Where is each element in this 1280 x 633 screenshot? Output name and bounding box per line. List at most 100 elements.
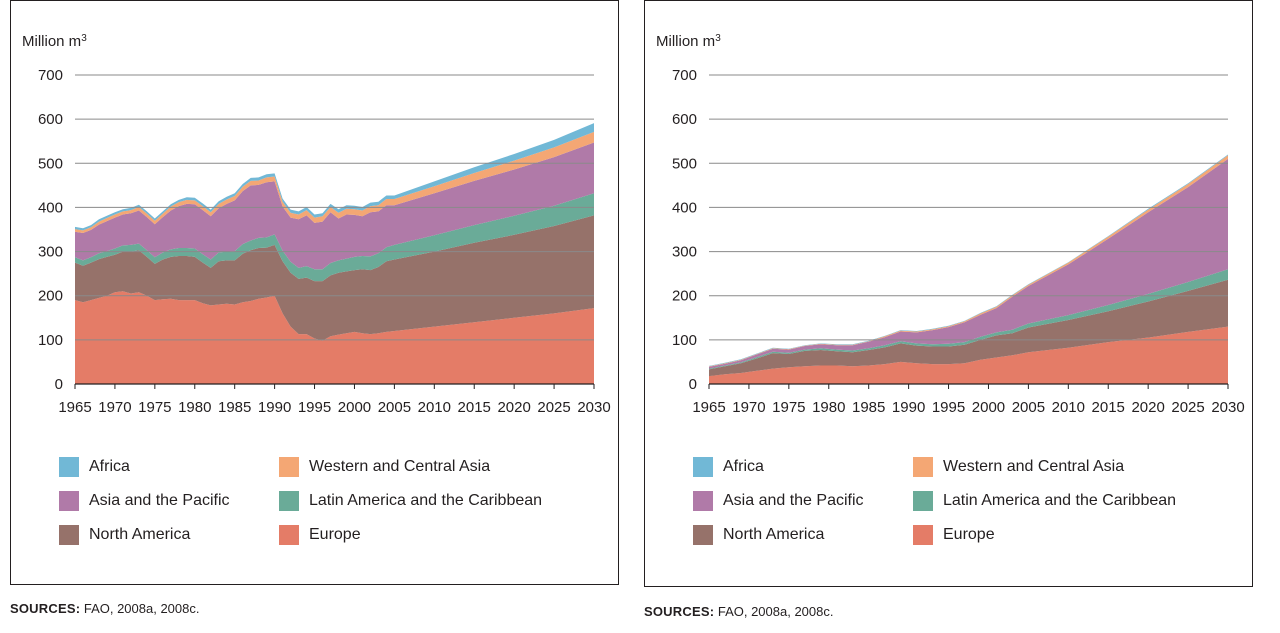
legend-label: Latin America and the Caribbean <box>309 492 543 509</box>
area-series-africa <box>75 123 594 231</box>
y-tick-label: 100 <box>672 332 697 349</box>
x-tick-label: 1985 <box>218 399 251 416</box>
legend-swatch-africa <box>693 457 713 477</box>
legend-label: Latin America and the Caribbean <box>943 492 1177 509</box>
x-tick-label: 1990 <box>892 399 925 416</box>
legend-label: Africa <box>89 458 130 475</box>
legend-swatch-north-america <box>59 525 79 545</box>
y-axis-unit-label: Million m3 <box>22 33 87 50</box>
y-tick-label: 600 <box>38 111 63 128</box>
x-tick-label: 2000 <box>972 399 1005 416</box>
legend-item-latin-america: Latin America and the Caribbean <box>279 491 542 511</box>
y-tick-label: 700 <box>38 67 63 84</box>
x-tick-label: 2020 <box>497 399 530 416</box>
x-tick-label: 1980 <box>812 399 845 416</box>
legend-item-latin-america: Latin America and the Caribbean <box>913 491 1176 511</box>
legend-label: North America <box>89 526 191 543</box>
x-tick-label: 2005 <box>378 399 411 416</box>
area-series-north-america <box>75 215 594 341</box>
y-tick-label: 500 <box>672 155 697 172</box>
x-tick-label: 1970 <box>732 399 765 416</box>
x-tick-label: 1995 <box>298 399 331 416</box>
legend-right: Africa Western and Central Asia Asia and… <box>693 457 1233 557</box>
y-tick-label: 0 <box>689 376 697 393</box>
x-tick-label: 2015 <box>458 399 491 416</box>
sources-note-left: SOURCES: FAO, 2008a, 2008c. <box>10 601 199 616</box>
x-tick-label: 1985 <box>852 399 885 416</box>
legend-swatch-africa <box>59 457 79 477</box>
x-tick-label: 2010 <box>1052 399 1085 416</box>
x-tick-label: 1980 <box>178 399 211 416</box>
y-tick-label: 200 <box>672 288 697 305</box>
y-tick-label: 100 <box>38 332 63 349</box>
legend-left: Africa Western and Central Asia Asia and… <box>59 457 599 557</box>
x-tick-label: 2000 <box>338 399 371 416</box>
x-tick-label: 2030 <box>1211 399 1244 416</box>
x-tick-label: 2015 <box>1092 399 1125 416</box>
sources-label: SOURCES: <box>10 601 81 616</box>
x-tick-label: 2025 <box>1171 399 1204 416</box>
y-tick-label: 700 <box>672 67 697 84</box>
legend-swatch-europe <box>279 525 299 545</box>
legend-item-western-central-asia: Western and Central Asia <box>279 457 490 477</box>
x-tick-label: 1995 <box>932 399 965 416</box>
x-tick-label: 2010 <box>418 399 451 416</box>
legend-swatch-western-central-asia <box>913 457 933 477</box>
legend-label: Europe <box>309 526 361 543</box>
unit-superscript: 3 <box>715 33 721 44</box>
area-series-europe <box>709 326 1228 384</box>
unit-superscript: 3 <box>81 33 87 44</box>
legend-item-africa: Africa <box>59 457 130 477</box>
legend-label: Western and Central Asia <box>309 458 491 475</box>
legend-label: Africa <box>723 458 764 475</box>
legend-swatch-asia-pacific <box>693 491 713 511</box>
sources-text: FAO, 2008a, 2008c. <box>717 604 834 619</box>
legend-label: Asia and the Pacific <box>89 492 230 509</box>
area-chart-right: Million m3 0 100 200 300 400 500 600 700 1965 1970… <box>656 33 1245 416</box>
y-tick-label: 300 <box>38 244 63 261</box>
chart-panel-left: Million m3 0 100 200 300 400 500 600 700 1965 1970… <box>10 0 619 585</box>
y-axis-unit-label: Million m3 <box>656 33 721 50</box>
legend-swatch-western-central-asia <box>279 457 299 477</box>
x-tick-label: 2005 <box>1012 399 1045 416</box>
x-tick-label: 1990 <box>258 399 291 416</box>
area-series-asia-and-the-pacific <box>75 142 594 270</box>
y-tick-label: 200 <box>38 288 63 305</box>
legend-item-western-central-asia: Western and Central Asia <box>913 457 1124 477</box>
sources-note-right: SOURCES: FAO, 2008a, 2008c. <box>644 604 833 619</box>
legend-swatch-asia-pacific <box>59 491 79 511</box>
y-tick-label: 400 <box>38 199 63 216</box>
legend-item-asia-pacific: Asia and the Pacific <box>693 491 864 511</box>
x-tick-label: 1965 <box>58 399 91 416</box>
legend-item-africa: Africa <box>693 457 764 477</box>
x-tick-label: 1975 <box>138 399 171 416</box>
legend-item-north-america: North America <box>59 525 190 545</box>
sources-text: FAO, 2008a, 2008c. <box>83 601 200 616</box>
legend-swatch-north-america <box>693 525 713 545</box>
legend-label: North America <box>723 526 825 543</box>
x-tick-label: 1965 <box>692 399 725 416</box>
sources-label: SOURCES: <box>644 604 715 619</box>
area-series-latin-america-and-the-caribbean <box>75 193 594 282</box>
area-series-north-america <box>709 279 1228 377</box>
x-tick-label: 2020 <box>1131 399 1164 416</box>
area-series-asia-and-the-pacific <box>709 158 1228 369</box>
legend-swatch-latin-america <box>279 491 299 511</box>
legend-item-europe: Europe <box>913 525 995 545</box>
x-tick-label: 1975 <box>772 399 805 416</box>
x-tick-label: 1970 <box>98 399 131 416</box>
legend-swatch-latin-america <box>913 491 933 511</box>
legend-item-europe: Europe <box>279 525 361 545</box>
y-tick-label: 0 <box>55 376 63 393</box>
y-tick-label: 600 <box>672 111 697 128</box>
legend-label: Western and Central Asia <box>943 458 1125 475</box>
legend-label: Asia and the Pacific <box>723 492 864 509</box>
x-tick-label: 2025 <box>537 399 570 416</box>
y-tick-label: 500 <box>38 155 63 172</box>
y-tick-label: 300 <box>672 244 697 261</box>
legend-item-asia-pacific: Asia and the Pacific <box>59 491 230 511</box>
x-tick-label: 2030 <box>577 399 610 416</box>
y-tick-label: 400 <box>672 199 697 216</box>
legend-label: Europe <box>943 526 995 543</box>
legend-swatch-europe <box>913 525 933 545</box>
